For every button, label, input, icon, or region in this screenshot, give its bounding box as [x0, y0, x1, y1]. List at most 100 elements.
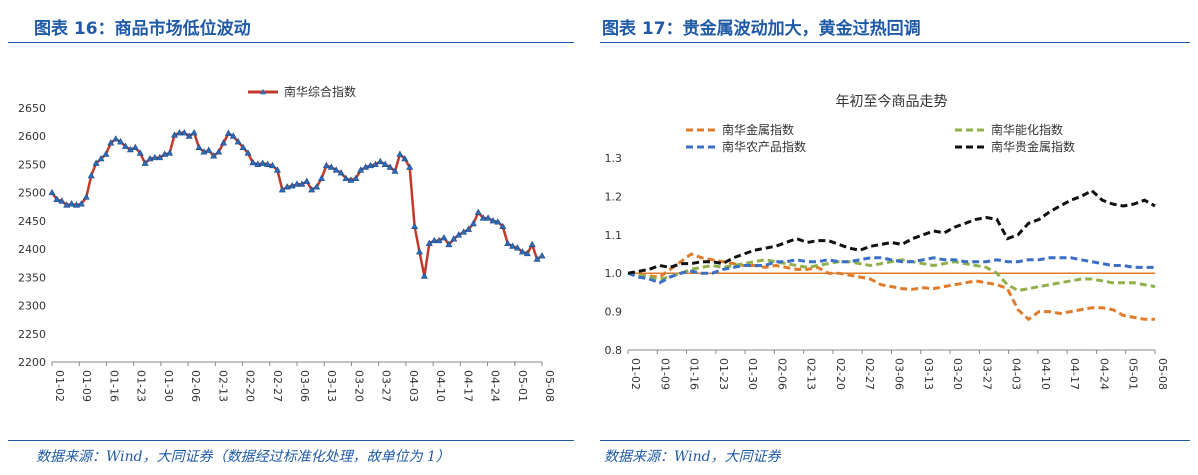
chart0-data-point: [313, 183, 321, 190]
chart1-xtick-label: 02-13: [805, 358, 818, 390]
chart0-data-point: [366, 161, 375, 169]
chart1-xtick-label: 01-16: [688, 358, 701, 390]
chart1-xtick-label: 05-01: [1127, 358, 1140, 390]
chart0-ytick-label: 2300: [18, 300, 46, 313]
chart0-data-point: [239, 143, 247, 151]
chart1-xtick-label: 03-06: [893, 358, 906, 390]
chart0-data-point: [376, 157, 384, 165]
chart0-xtick-label: 04-17: [461, 370, 474, 402]
chart0-data-point: [430, 236, 438, 244]
chart0-data-point: [293, 180, 301, 187]
chart0-ytick-label: 2450: [18, 215, 46, 228]
chart0-data-point: [523, 249, 531, 257]
chart0-data-point: [219, 139, 228, 146]
chart0-data-point: [146, 154, 154, 162]
chart0-data-point: [249, 158, 257, 166]
chart0-data-point: [117, 138, 125, 145]
chart1-series-line: [627, 252, 1155, 322]
chart0-data-point: [63, 201, 71, 208]
chart1-series-line: [627, 258, 1156, 293]
chart0-data-point: [244, 149, 252, 156]
chart0-data-point: [126, 145, 134, 153]
chart0-data-point: [48, 188, 56, 196]
chart0-data-point: [121, 142, 130, 149]
right-title-rule: [600, 42, 1190, 43]
chart0-data-point: [175, 129, 183, 136]
chart0-data-point: [469, 219, 477, 227]
chart0-data-point: [513, 244, 522, 251]
chart0-data-point: [411, 222, 419, 230]
chart0-xtick-label: 04-10: [434, 370, 447, 402]
chart0-xtick-label: 01-30: [162, 370, 175, 402]
chart1-legend-label: 南华金属指数: [722, 122, 794, 137]
chart0-xtick-label: 05-01: [516, 370, 529, 402]
chart0-series-line: [50, 130, 543, 277]
chart1-xtick-label: 02-20: [834, 358, 847, 390]
chart0-ytick-label: 2250: [18, 328, 46, 341]
chart0-data-point: [195, 143, 203, 151]
chart0-ytick-label: 2500: [18, 187, 46, 200]
chart0-data-point: [161, 150, 169, 157]
chart0-data-point: [484, 214, 492, 221]
chart0-data-point: [190, 129, 198, 136]
chart0-xtick-label: 01-09: [80, 370, 93, 402]
chart0-data-point: [82, 193, 90, 200]
chart0-data-point: [533, 255, 541, 262]
chart0-xtick-label: 01-02: [53, 370, 66, 402]
chart1-ytick-label: 0.8: [605, 344, 623, 357]
chart1-legend-label: 南华贵金属指数: [991, 139, 1075, 154]
chart1-xtick-label: 03-27: [980, 358, 993, 390]
chart0-data-point: [283, 183, 291, 190]
chart0-data-point: [205, 146, 213, 153]
right-chart-source: 数据来源：Wind，大同证券: [604, 449, 781, 465]
chart0-data-point: [489, 217, 497, 224]
chart0-data-point: [440, 234, 448, 241]
chart0-xtick-label: 03-27: [380, 370, 393, 402]
chart1-series-line: [627, 188, 1156, 275]
chart0-xtick-label: 02-27: [271, 370, 284, 402]
chart1-xtick-label: 04-10: [1039, 358, 1052, 390]
chart0-data-point: [332, 166, 340, 173]
chart0-xtick-label: 04-03: [407, 370, 420, 402]
chart0-xtick-label: 03-13: [325, 370, 338, 402]
chart0-data-point: [386, 163, 394, 170]
chart0-data-point: [200, 148, 208, 155]
chart0-data-point: [288, 182, 296, 189]
chart0-data-point: [141, 159, 149, 166]
chart1-xtick-label: 04-03: [1010, 358, 1023, 390]
chart0-data-point: [391, 167, 399, 174]
chart0-ytick-label: 2200: [18, 356, 46, 369]
chart0-data-point: [215, 148, 223, 155]
chart1-xtick-label: 04-17: [1068, 358, 1081, 390]
chart0-xtick-label: 03-06: [298, 370, 311, 402]
chart0-data-point: [518, 248, 526, 255]
left-chart-source: 数据来源：Wind，大同证券（数据经过标准化处理，故单位为 1）: [36, 449, 450, 465]
chart0-xtick-label: 02-06: [189, 370, 202, 402]
chart0-xtick-label: 02-13: [216, 370, 229, 402]
chart0-data-point: [504, 239, 512, 246]
chart1-xtick-label: 01-09: [658, 358, 671, 390]
chart1-xtick-label: 01-30: [746, 358, 759, 390]
chart0-xtick-label: 03-20: [352, 370, 365, 402]
chart0-ytick-label: 2600: [18, 130, 46, 143]
chart0-legend-marker: [260, 88, 266, 95]
chart0-ytick-label: 2400: [18, 243, 46, 256]
chart1-xtick-label: 02-27: [863, 358, 876, 390]
left-title-rule: [8, 42, 574, 43]
chart0-data-point: [509, 242, 517, 249]
chart0-data-point: [474, 208, 482, 215]
chart0-data-point: [337, 169, 345, 176]
chart0-data-point: [87, 171, 95, 179]
chart1-legend-label: 南华农产品指数: [722, 139, 806, 154]
chart0-data-point: [362, 163, 370, 170]
chart0-data-point: [479, 214, 487, 221]
chart0-data-point: [210, 152, 218, 159]
chart0-data-point: [406, 163, 414, 170]
chart1-xtick-label: 01-23: [717, 358, 730, 390]
chart0-data-point: [317, 174, 326, 182]
chart1-ytick-label: 1.2: [605, 190, 623, 203]
left-chart-title: 图表 16：商品市场低位波动: [34, 19, 251, 39]
chart0-xtick-label: 05-08: [543, 370, 556, 402]
chart0-data-point: [352, 174, 360, 182]
chart0-data-point: [445, 240, 453, 248]
